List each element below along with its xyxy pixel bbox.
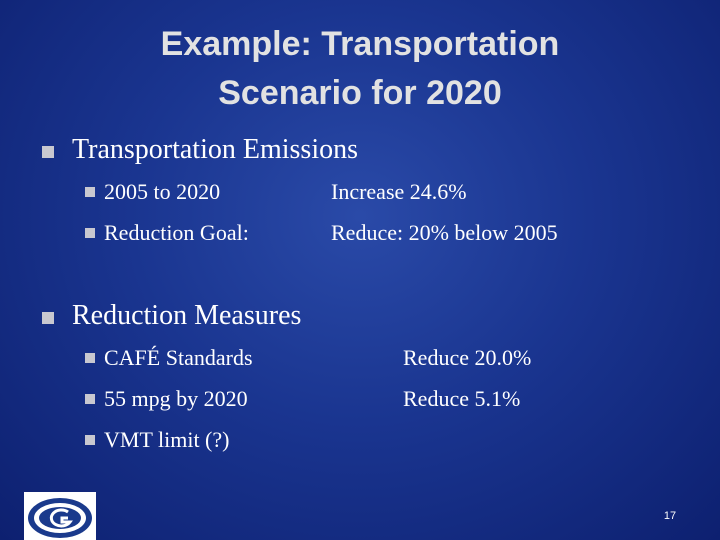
bullet <box>42 312 54 324</box>
title: Scenario for 2020 <box>218 74 502 112</box>
item-value: Reduce 5.1% <box>403 386 521 411</box>
heading: Transportation Emissions <box>72 134 358 165</box>
title: Example: Transportation <box>160 25 560 63</box>
bullet <box>85 435 95 445</box>
bullet <box>85 394 95 404</box>
logo <box>24 492 96 540</box>
item-label: 2005 to 2020 <box>104 179 221 204</box>
item-label: CAFÉ Standards <box>104 345 253 370</box>
slide-number: 17 <box>663 510 677 522</box>
bullet <box>85 187 95 197</box>
item-label: VMT limit (?) <box>104 427 230 452</box>
heading: Reduction Measures <box>72 300 302 331</box>
bullet <box>85 228 95 238</box>
item-value: Reduce: 20% below 2005 <box>331 220 558 245</box>
bullet <box>42 146 54 158</box>
bullet <box>85 353 95 363</box>
item-label: Reduction Goal: <box>104 220 249 245</box>
item-value: Increase 24.6% <box>331 179 467 204</box>
item-value: Reduce 20.0% <box>403 345 532 370</box>
item-label: 55 mpg by 2020 <box>104 386 248 411</box>
